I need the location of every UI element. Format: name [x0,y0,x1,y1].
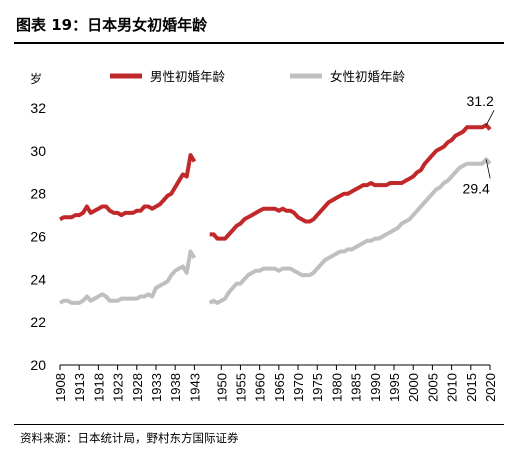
y-tick-label: 32 [30,100,46,116]
y-tick-label: 28 [30,186,46,202]
series-layer [58,123,492,305]
x-tick-label: 1923 [111,373,126,402]
x-tick-label: 1990 [368,373,383,402]
y-axis-ticks: 20 22 24 26 28 30 32 [30,100,46,373]
x-tick-label: 2020 [483,373,498,402]
x-tick-label: 2000 [406,373,421,402]
x-tick-label: 1918 [91,373,106,402]
y-axis-unit-label: 岁 [30,71,42,86]
x-tick-label: 1985 [349,373,364,402]
x-tick-label: 1933 [149,373,164,402]
x-tick-label: 2015 [464,373,479,402]
y-tick-label: 26 [30,229,46,245]
annotation-leader-line [485,109,495,126]
x-tick-label: 1970 [291,373,306,402]
annotation-leader-line [485,159,491,179]
annotation-label: 29.4 [463,180,490,196]
male-series-line [209,123,492,241]
x-tick-label: 1975 [310,373,325,402]
x-tick-label: 1950 [214,373,229,402]
x-tick-label: 1938 [168,373,183,402]
source-note: 资料来源：日本统计局，野村东方国际证券 [20,431,239,445]
male-series-line [58,153,197,222]
x-axis-ticks: 1908 1913 1918 1923 1928 1933 1938 1943 1950 1955… [53,365,498,402]
legend-label-male: 男性初婚年龄 [150,69,226,84]
annotation-label: 31.2 [467,93,494,109]
x-tick-label: 1955 [233,373,248,402]
female-series-line [208,157,492,305]
page-title: 图表 19：日本男女初婚年龄 [16,16,208,34]
y-tick-label: 24 [30,271,46,287]
legend: 男性初婚年龄 女性初婚年龄 [110,69,406,84]
legend-label-female: 女性初婚年龄 [330,69,406,84]
x-tick-label: 1913 [72,373,87,402]
title-divider [14,42,504,44]
x-tick-label: 1908 [53,373,68,402]
x-tick-label: 1943 [187,373,202,402]
x-tick-label: 1980 [329,373,344,402]
y-tick-label: 22 [30,314,46,330]
y-tick-label: 20 [30,357,46,373]
x-tick-label: 2005 [425,373,440,402]
x-tick-label: 1965 [272,373,287,402]
x-tick-label: 2010 [445,373,460,402]
annotations: 31.2 29.4 [463,93,495,196]
y-tick-label: 30 [30,143,46,159]
x-tick-label: 1960 [253,373,268,402]
x-tick-label: 1995 [387,373,402,402]
x-tick-label: 1928 [130,373,145,402]
female-series-line [59,249,197,305]
source-divider [14,424,504,425]
